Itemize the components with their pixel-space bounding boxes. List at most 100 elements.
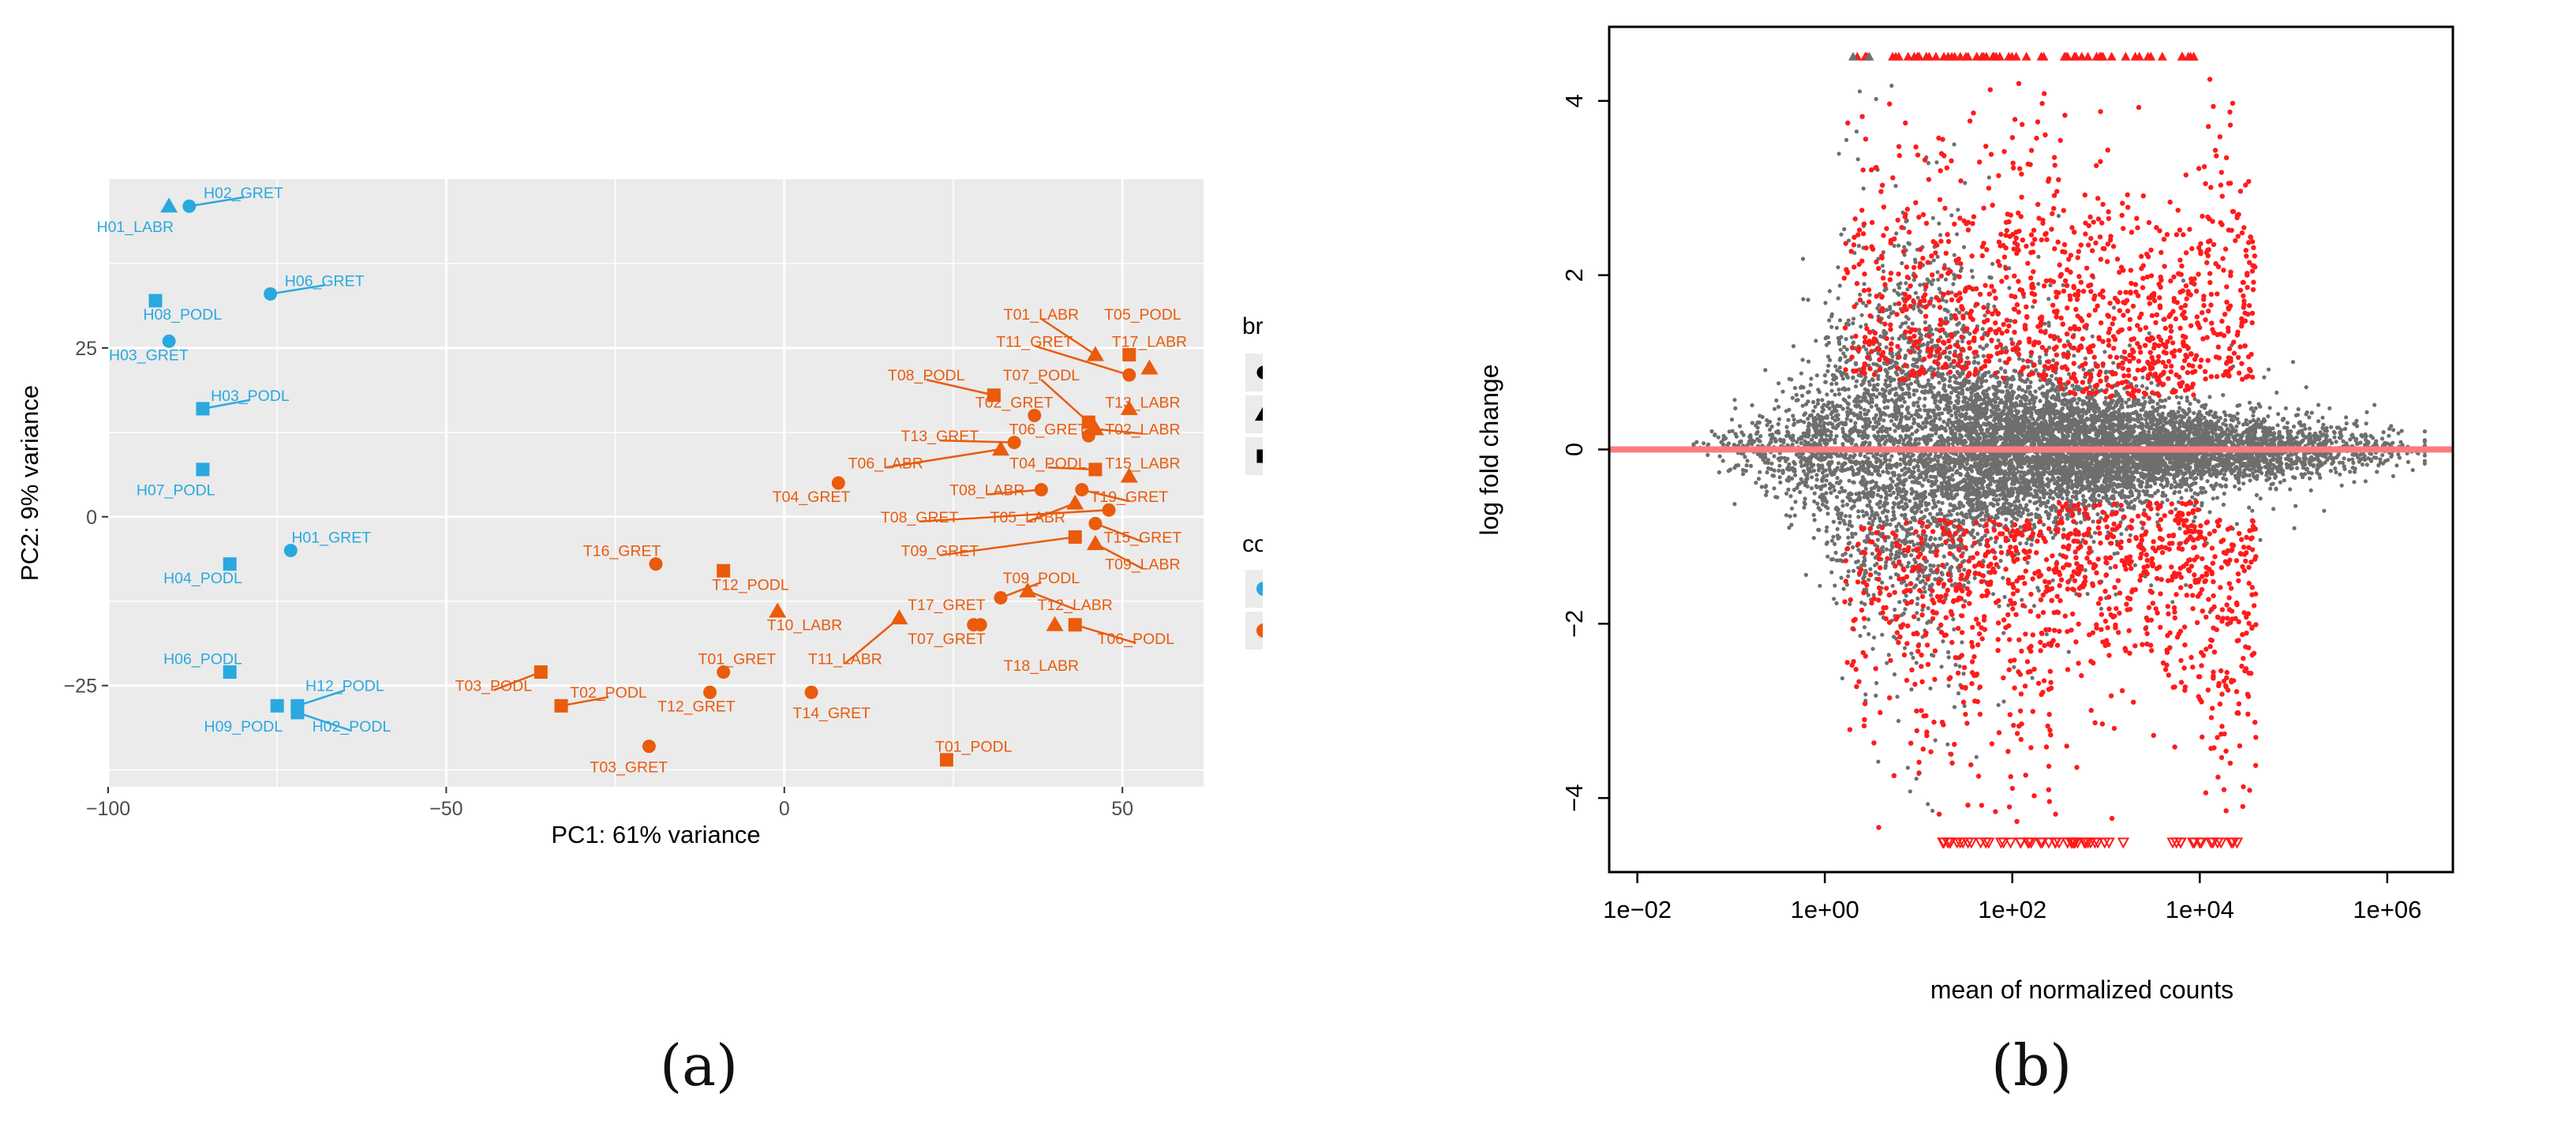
ma-point: [2155, 402, 2159, 406]
ma-point: [1890, 544, 1894, 548]
ma-point: [1784, 425, 1788, 429]
ma-point: [2084, 568, 2087, 572]
ma-point: [2013, 369, 2017, 373]
ma-point: [2153, 481, 2157, 485]
ma-point: [1934, 354, 1938, 358]
pca-point-h03-gret: [163, 335, 176, 348]
ma-point: [1876, 537, 1880, 541]
ma-point: [2266, 414, 2270, 418]
pca-point-label: T14_GRET: [792, 705, 871, 722]
pca-point-label: T08_LABR: [949, 482, 1024, 500]
ma-point: [1957, 506, 1961, 510]
ma-point: [1888, 307, 1892, 311]
ma-point: [1934, 738, 1938, 742]
ma-point: [1923, 320, 1927, 324]
pca-point-label: T03_PODL: [455, 678, 533, 695]
ma-point: [2045, 632, 2049, 636]
ma-point: [1917, 468, 1921, 472]
ma-point: [2037, 589, 2041, 593]
ma-point: [1889, 552, 1893, 556]
panel-label-a: (a): [660, 1032, 738, 1099]
ma-point: [2001, 576, 2005, 580]
ma-point: [1876, 383, 1880, 387]
pca-point-label: T02_PODL: [570, 684, 647, 702]
ma-point: [1888, 389, 1892, 393]
ma-point: [2316, 419, 2320, 423]
ma-point: [2288, 487, 2292, 491]
legend-breed-items: GRETLABRPODL: [1245, 354, 1263, 475]
pca-point-t12-gret: [703, 686, 717, 699]
pca-point-label: T09_LABR: [1105, 556, 1180, 574]
ma-point: [2042, 469, 2046, 473]
ma-point: [2188, 402, 2192, 406]
ma-point: [2119, 532, 2123, 536]
ma-point: [1758, 470, 1762, 474]
ma-point: [2012, 665, 2016, 669]
ma-point: [1975, 532, 1979, 536]
pca-point-label: T07_GRET: [908, 631, 986, 648]
ma-point: [1833, 542, 1837, 546]
ma-point: [1793, 474, 1797, 477]
ma-point: [1786, 418, 1790, 422]
ma-point: [1858, 634, 1862, 638]
ma-point: [1903, 607, 1907, 611]
ma-point: [1889, 351, 1893, 355]
ma-point: [1897, 600, 1901, 604]
pca-point-label: H09_PODL: [204, 718, 283, 736]
ma-point: [1970, 269, 1974, 273]
ma-point: [1934, 432, 1938, 436]
pca-point-t03-gret: [642, 739, 656, 753]
pca-point-t07-gret: [974, 618, 987, 631]
ma-point: [1938, 286, 1941, 290]
pca-y-axis-label: PC2: 9% variance: [16, 385, 43, 581]
ma-point: [1866, 617, 1870, 621]
ma-point: [1890, 398, 1894, 402]
pca-point-label: H01_LABR: [96, 219, 174, 236]
ma-point: [2237, 403, 2241, 407]
ma-point: [1893, 387, 1897, 391]
ma-point: [1888, 427, 1892, 431]
ma-point: [2061, 527, 2065, 531]
ma-point: [1909, 652, 1913, 656]
ma-point: [2177, 526, 2181, 530]
pca-point-label: T04_GRET: [773, 489, 851, 506]
ma-point: [1826, 364, 1830, 368]
ma-point: [1820, 398, 1824, 402]
pca-point-t11-gret: [1122, 369, 1136, 382]
ma-point: [1923, 582, 1927, 586]
ma-point: [2091, 540, 2095, 544]
ma-point: [1848, 479, 1852, 483]
ma-point: [2160, 399, 2164, 403]
ma-point: [1918, 283, 1922, 286]
ma-point: [1932, 304, 1936, 308]
ma-point: [2177, 401, 2181, 405]
ma-point: [1807, 360, 1810, 364]
ma-point: [1904, 219, 1908, 223]
ma-point: [2151, 405, 2155, 409]
pca-point-label: T01_GRET: [698, 650, 777, 668]
pca-point-label: T03_GRET: [590, 758, 668, 776]
pca-point-label: T13_GRET: [901, 428, 979, 445]
ma-point: [1963, 599, 1967, 603]
ma-point: [1876, 760, 1880, 764]
ma-point: [1915, 602, 1919, 606]
ma-point: [1906, 766, 1910, 769]
ma-point: [1857, 244, 1861, 248]
ma-point: [1825, 369, 1829, 373]
pca-point-label: H03_GRET: [109, 346, 189, 364]
pca-point-t09-podl: [994, 591, 1007, 605]
ma-point: [1948, 379, 1952, 383]
ma-point: [2196, 399, 2200, 403]
ma-point: [1919, 453, 1923, 457]
ma-point: [2136, 496, 2140, 500]
ma-point: [1859, 411, 1863, 415]
ma-point: [1957, 462, 1961, 466]
ma-point: [1998, 605, 2001, 608]
ma-point: [1888, 458, 1892, 462]
ma-point: [1887, 315, 1891, 319]
ma-point: [1902, 245, 1906, 249]
ma-point: [1830, 539, 1834, 543]
ma-point: [1858, 293, 1862, 297]
